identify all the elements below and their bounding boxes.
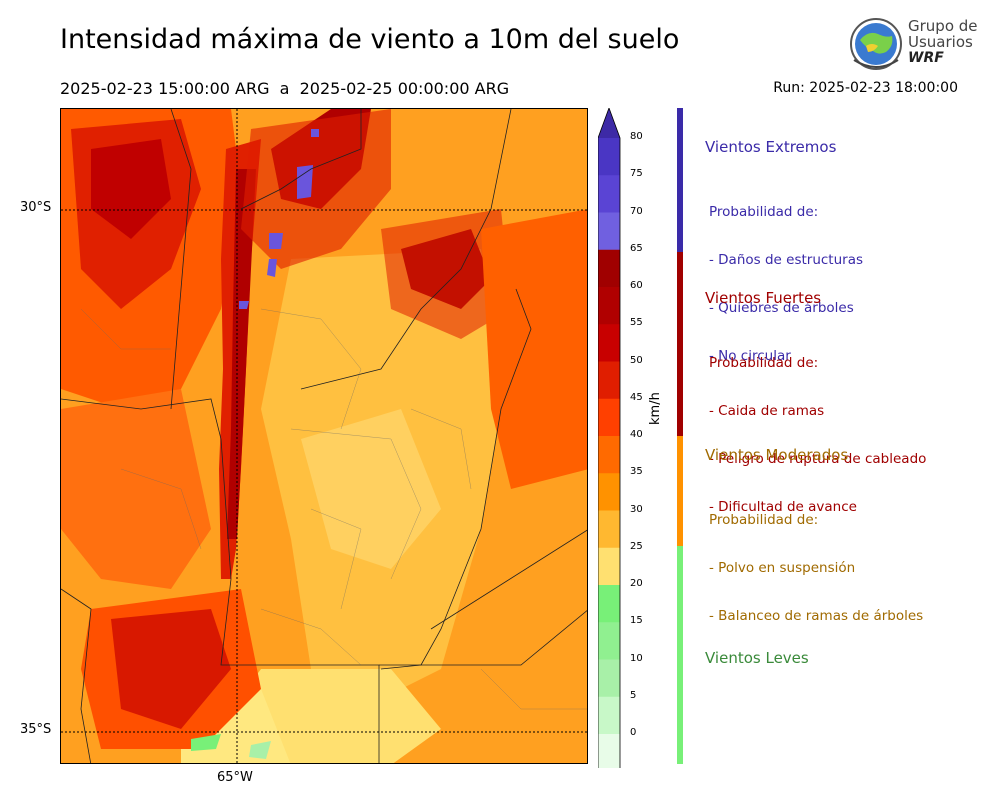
side-bar-extremos xyxy=(677,108,683,252)
colorbar-tick-label: 5 xyxy=(630,689,637,701)
run-time: Run: 2025-02-23 18:00:00 xyxy=(773,80,958,96)
logo-text-line3: WRF xyxy=(908,50,944,66)
colorbar-tick-label: 55 xyxy=(630,317,643,329)
desc-line: - Polvo en suspensión xyxy=(709,560,856,576)
colorbar-tick-label: 30 xyxy=(630,503,643,515)
desc-line: Probabilidad de: xyxy=(709,204,819,220)
category-extremos-title: Vientos Extremos xyxy=(705,138,837,156)
colorbar-segment xyxy=(598,734,620,772)
colorbar-tick-label: 10 xyxy=(630,652,643,664)
colorbar-segment xyxy=(598,696,620,735)
colorbar-tick-label: 50 xyxy=(630,354,643,366)
desc-line: - Peligro de ruptura de cableado xyxy=(709,451,927,467)
desc-line: Probabilidad de: xyxy=(709,355,819,371)
forecast-period: 2025-02-23 15:00:00 ARG a 2025-02-25 00:… xyxy=(60,79,510,98)
lat-label-35s: 35°S xyxy=(20,722,52,737)
weak-wind-spot-2 xyxy=(249,741,271,759)
grupo-wrf-logo: Grupo de Usuarios WRF xyxy=(848,16,978,72)
province-borders xyxy=(61,109,587,763)
colorbar-tick-label: 40 xyxy=(630,429,643,440)
side-bar-moderados xyxy=(677,436,683,546)
desc-line: - Caida de ramas xyxy=(709,403,825,419)
category-leves-title: Vientos Leves xyxy=(705,649,809,667)
desc-line: - No circular xyxy=(709,348,791,364)
logo-text-line1: Grupo de xyxy=(908,17,978,35)
northeast-red-halo xyxy=(381,209,511,339)
category-fuertes-title: Vientos Fuertes xyxy=(705,289,822,307)
department-borders xyxy=(80,308,587,710)
colorbar-segment xyxy=(598,287,620,325)
southwest-red-region xyxy=(111,609,231,729)
colorbar-tick-label: 0 xyxy=(630,727,637,738)
lon-label-65w: 65°W xyxy=(217,770,253,785)
colorbar-segment xyxy=(598,659,620,698)
colorbar-segment xyxy=(598,212,620,251)
colorbar-tick-label: 75 xyxy=(630,168,643,180)
colorbar-tick-label: 45 xyxy=(630,391,643,403)
extreme-patch-5 xyxy=(239,301,249,309)
colorbar-tick-label: 70 xyxy=(630,205,643,217)
colorbar-segment xyxy=(598,175,620,213)
colorbar-unit: km/h xyxy=(648,392,663,425)
colorbar-tick-label: 20 xyxy=(630,578,643,589)
colorbar-segment xyxy=(598,473,620,511)
category-moderados-title: Vientos Moderados xyxy=(705,446,849,464)
colorbar-segment xyxy=(598,585,620,623)
colorbar-tick-label: 25 xyxy=(630,540,643,552)
desc-line: - Dificultad de avance xyxy=(709,499,857,515)
extreme-patch-4 xyxy=(311,129,319,137)
side-bar-fuertes xyxy=(677,252,683,436)
globe-logo-icon xyxy=(850,18,902,70)
east-strong-region xyxy=(481,209,587,489)
extreme-patch-1 xyxy=(297,165,313,199)
colorbar-segment xyxy=(598,324,620,362)
west-dark-patch xyxy=(91,139,171,239)
chart-title: Intensidad máxima de viento a 10m del su… xyxy=(60,24,680,55)
central-jet-core xyxy=(227,169,256,539)
category-extremos-desc: Probabilidad de: - Daños de estructuras … xyxy=(709,172,863,380)
colorbar-tick-label: 80 xyxy=(630,131,643,142)
side-bar-leves xyxy=(677,546,683,764)
lat-label-30s: 30°S xyxy=(20,200,52,215)
colorbar-tick-label: 65 xyxy=(630,242,643,254)
west-mid-strong xyxy=(61,389,211,589)
logo-text-line2: Usuarios xyxy=(908,33,973,51)
desc-line: - Balanceo de ramas de árboles xyxy=(709,608,924,624)
category-fuertes-desc: Probabilidad de: - Caida de ramas - Peli… xyxy=(709,323,926,531)
colorbar-extend-max xyxy=(598,108,620,138)
desc-line: - Daños de estructuras xyxy=(709,252,864,268)
colorbar-tick-label: 35 xyxy=(630,466,643,478)
desc-line: - Quiebres de árboles xyxy=(709,300,854,316)
desc-line: Probabilidad de: xyxy=(709,512,819,528)
extreme-patch-3 xyxy=(267,259,277,277)
extreme-patch-2 xyxy=(269,233,283,249)
colorbar-segment xyxy=(598,622,620,660)
colorbar-segment xyxy=(598,361,620,400)
category-moderados-desc: Probabilidad de: - Polvo en suspensión -… xyxy=(709,480,923,640)
colorbar-tick-label: 60 xyxy=(630,280,643,291)
colorbar-segment xyxy=(598,510,620,549)
weak-wind-spot-1 xyxy=(191,734,221,751)
light-yellow-central xyxy=(301,409,441,569)
wind-map xyxy=(60,108,588,764)
colorbar-segment xyxy=(598,398,620,437)
colorbar-segment xyxy=(598,436,620,474)
colorbar-segment xyxy=(598,138,620,176)
colorbar-segment xyxy=(598,249,620,288)
north-red-halo xyxy=(241,109,391,269)
graticule xyxy=(61,109,587,763)
colorbar-segment xyxy=(598,547,620,586)
colorbar-tick-label: 15 xyxy=(630,615,643,627)
